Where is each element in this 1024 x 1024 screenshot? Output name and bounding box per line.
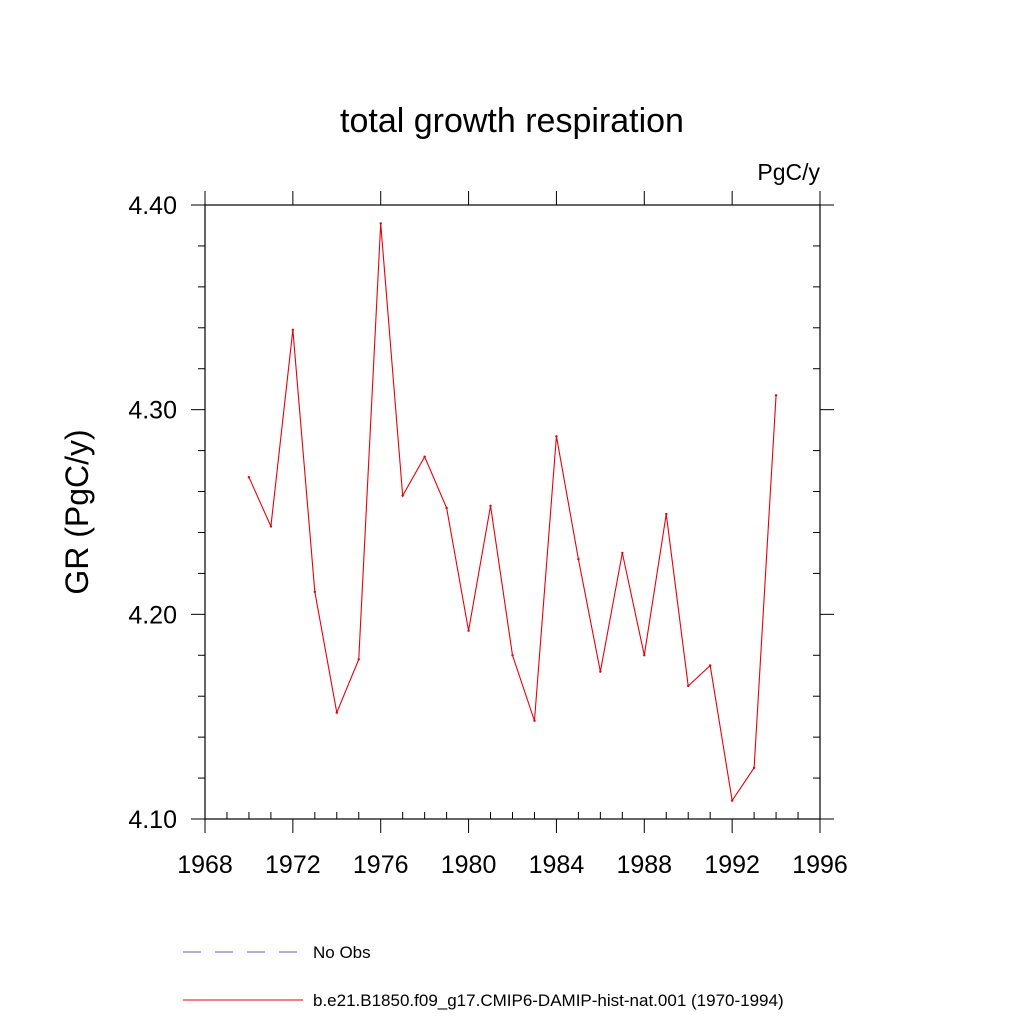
y-tick-label: 4.30 [128, 397, 177, 425]
y-tick-label: 4.10 [128, 806, 177, 834]
data-point [357, 658, 360, 661]
data-point [445, 506, 448, 510]
data-point [665, 512, 668, 516]
axis-ticks: 1968 1972 1976 1980 1984 1988 1992 1996 4.10 4.20… [128, 191, 848, 879]
series-layer [247, 222, 778, 803]
legend-label-0: No Obs [313, 943, 371, 962]
x-tick-label: 1976 [353, 851, 409, 879]
data-point [313, 590, 317, 594]
data-point [269, 525, 273, 528]
x-tick-label: 1968 [177, 851, 233, 879]
data-point [752, 766, 756, 770]
data-point [489, 504, 492, 508]
data-point [708, 664, 712, 667]
data-point [423, 455, 426, 458]
legend-label-1: b.e21.B1850.f09_g17.CMIP6-DAMIP-hist-nat… [313, 991, 784, 1010]
data-point [401, 494, 404, 497]
data-point [643, 654, 646, 657]
data-point [621, 551, 624, 555]
x-tick-label: 1992 [704, 851, 760, 879]
data-point [730, 799, 734, 802]
data-point [247, 476, 251, 479]
data-point [533, 719, 536, 722]
data-point [599, 670, 602, 673]
x-tick-label: 1988 [616, 851, 672, 879]
y-tick-label: 4.40 [128, 192, 177, 220]
data-point [379, 222, 382, 225]
x-tick-label: 1980 [441, 851, 497, 879]
y-tick-label: 4.20 [128, 601, 177, 629]
legend: No Obs b.e21.B1850.f09_g17.CMIP6-DAMIP-hi… [183, 943, 784, 1010]
units-label: PgC/y [757, 159, 820, 185]
y-axis-label: GR (PgC/y) [59, 429, 95, 594]
data-point [511, 654, 514, 657]
x-tick-label: 1984 [529, 851, 585, 879]
plot-frame [204, 204, 821, 820]
series-line-0 [248, 223, 777, 803]
data-point [291, 328, 295, 332]
x-tick-label: 1996 [792, 851, 848, 879]
chart-title: total growth respiration [340, 102, 684, 140]
data-point [687, 684, 690, 688]
data-point [774, 394, 778, 397]
data-point [577, 557, 580, 561]
data-point [555, 435, 558, 438]
x-tick-label: 1972 [265, 851, 321, 879]
data-point [467, 629, 470, 632]
data-point [335, 711, 338, 714]
